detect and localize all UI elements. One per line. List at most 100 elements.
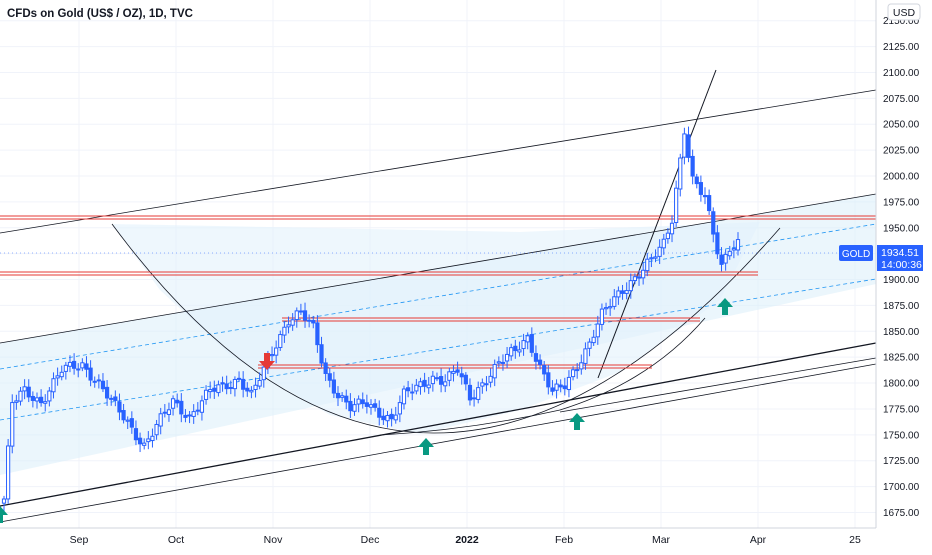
- candle: [480, 378, 485, 394]
- candle: [146, 431, 151, 450]
- time-tick-label: Apr: [750, 534, 767, 546]
- candle: [175, 393, 180, 408]
- candle: [422, 372, 427, 393]
- candle: [451, 365, 456, 382]
- candle: [133, 420, 139, 446]
- candle: [542, 360, 547, 381]
- time-tick-label: Oct: [168, 534, 184, 546]
- price-tick-label: 1750.00: [883, 430, 920, 441]
- candle: [397, 395, 402, 423]
- candle: [513, 339, 518, 359]
- symbol-price-tag: GOLD: [839, 245, 873, 261]
- candle: [348, 393, 353, 418]
- candle: [603, 302, 609, 315]
- time-tick-label: 2022: [455, 534, 479, 546]
- price-tick-label: 2125.00: [883, 42, 920, 53]
- candle: [385, 410, 390, 428]
- price-tick-label: 1800.00: [883, 379, 920, 390]
- candle: [228, 380, 233, 395]
- candle: [368, 399, 374, 415]
- candle: [608, 298, 613, 316]
- candle: [104, 380, 110, 406]
- candle: [546, 365, 551, 395]
- candle: [364, 394, 369, 414]
- time-axis[interactable]: Sep Oct Nov Dec 2022 Feb Mar Apr 25: [70, 534, 861, 546]
- parabolic-trendline: [597, 69, 717, 379]
- candle: [216, 380, 221, 397]
- price-tick-label: 1825.00: [883, 353, 920, 364]
- candle: [521, 333, 526, 356]
- candle: [595, 315, 600, 345]
- candle: [340, 392, 345, 402]
- currency-button[interactable]: USD: [887, 3, 921, 21]
- candle: [187, 410, 192, 424]
- upper-trendline: [0, 89, 877, 234]
- candle: [18, 386, 23, 406]
- candle: [51, 372, 56, 399]
- time-tick-label: Mar: [652, 534, 671, 546]
- candle: [109, 394, 114, 406]
- lower-trendline: [0, 363, 877, 523]
- candle: [406, 380, 411, 398]
- price-tick-label: 1775.00: [883, 404, 920, 415]
- candle: [26, 379, 31, 403]
- candle: [698, 175, 703, 202]
- last-price-badge: 1934.51 14:00:36: [877, 245, 923, 271]
- candle: [715, 225, 720, 259]
- signal-arrows: [0, 298, 733, 523]
- candle: [257, 372, 262, 390]
- candle: [702, 187, 708, 205]
- candle: [335, 386, 341, 407]
- candle: [150, 428, 155, 448]
- candle: [100, 373, 106, 393]
- candle: [591, 329, 596, 346]
- candle: [179, 393, 184, 423]
- price-tick-label: 2150.00: [883, 16, 920, 27]
- candle: [360, 392, 365, 409]
- price-tick-label: 1675.00: [883, 508, 920, 519]
- candle: [401, 385, 407, 410]
- candle: [125, 416, 130, 430]
- price-tick-label: 2000.00: [883, 172, 920, 183]
- candle: [562, 377, 567, 396]
- price-tick-label: 1875.00: [883, 301, 920, 312]
- candle: [500, 354, 506, 371]
- candle: [195, 402, 200, 416]
- candle: [183, 409, 188, 423]
- candle: [434, 372, 440, 382]
- candle: [624, 282, 629, 300]
- currency-label: USD: [893, 7, 916, 19]
- time-tick-label: 25: [849, 534, 861, 546]
- candle: [34, 392, 40, 409]
- candle: [63, 361, 68, 380]
- bowl-curve: [111, 223, 781, 434]
- resistance-levels: [0, 215, 876, 369]
- candle: [253, 377, 258, 398]
- candle: [653, 249, 658, 263]
- candle: [290, 313, 295, 331]
- candle: [410, 383, 415, 401]
- candle: [484, 376, 489, 392]
- price-tick-label: 2075.00: [883, 94, 920, 105]
- candle: [579, 354, 584, 375]
- candle: [525, 332, 530, 350]
- candle: [723, 249, 728, 271]
- candle: [327, 368, 332, 388]
- candle: [162, 404, 167, 418]
- candle: [84, 356, 89, 378]
- candle: [447, 367, 452, 387]
- candle: [166, 402, 172, 422]
- candle: [67, 355, 73, 373]
- candle: [641, 262, 646, 285]
- candle: [47, 387, 52, 407]
- price-tick-label: 1700.00: [883, 482, 920, 493]
- candle: [554, 379, 559, 399]
- candle: [537, 354, 543, 370]
- candle: [426, 376, 431, 394]
- candle: [628, 273, 633, 299]
- candle: [76, 363, 81, 378]
- price-axis[interactable]: 2150.00 2125.00 2100.00 2075.00 2050.00 2025.…: [883, 16, 920, 519]
- candle: [113, 390, 118, 407]
